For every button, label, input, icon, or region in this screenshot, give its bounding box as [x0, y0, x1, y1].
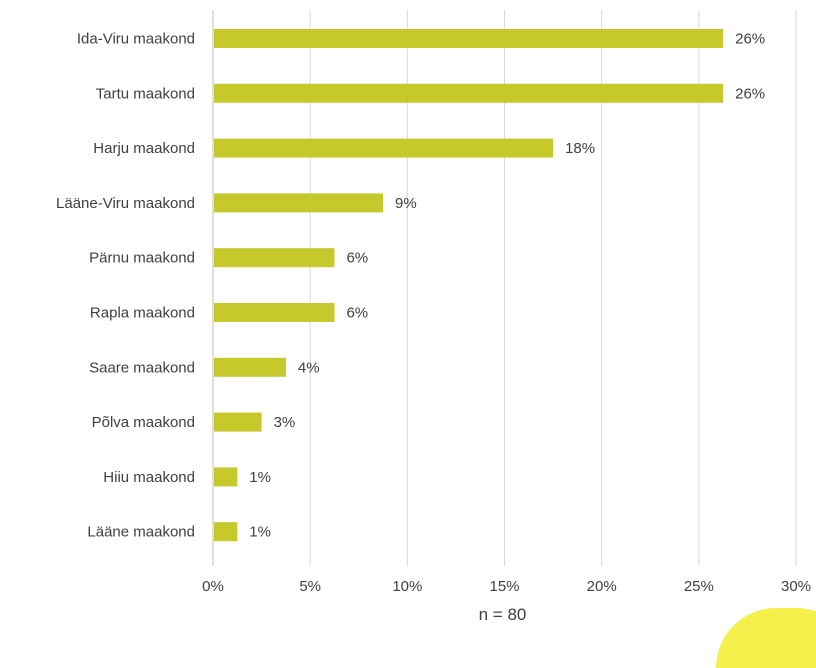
category-label-1: Tartu maakond	[96, 85, 195, 102]
x-tick-label-1: 5%	[299, 578, 321, 595]
bar-8	[214, 467, 238, 487]
data-label-5: 6%	[346, 305, 368, 322]
bar-1	[214, 83, 724, 103]
data-label-8: 1%	[249, 469, 271, 486]
category-label-5: Rapla maakond	[90, 305, 195, 322]
x-tick-label-2: 10%	[392, 578, 422, 595]
data-label-4: 6%	[346, 250, 368, 267]
category-label-7: Põlva maakond	[92, 414, 195, 431]
bar-2	[214, 138, 554, 158]
x-axis-label: n = 80	[479, 605, 527, 624]
x-tick-label-3: 15%	[489, 578, 519, 595]
bar-3	[214, 193, 384, 213]
bar-chart: Ida-Viru maakond Tartu maakond Harju maako…	[56, 10, 811, 624]
bar-4	[214, 248, 335, 268]
bar-6	[214, 357, 286, 377]
data-label-2: 18%	[565, 140, 595, 157]
category-labels: Ida-Viru maakond Tartu maakond Harju maako…	[56, 31, 195, 541]
data-label-7: 3%	[274, 414, 296, 431]
category-label-3: Lääne-Viru maakond	[56, 195, 195, 212]
category-label-4: Pärnu maakond	[89, 250, 195, 267]
category-label-2: Harju maakond	[93, 140, 195, 157]
bar-0	[214, 29, 724, 48]
bar-7	[214, 412, 262, 432]
x-tick-label-0: 0%	[202, 578, 224, 595]
category-label-0: Ida-Viru maakond	[77, 31, 195, 48]
x-tick-labels: 0% 5% 10% 15% 20% 25% 30%	[202, 578, 811, 595]
data-label-6: 4%	[298, 359, 320, 376]
category-label-8: Hiiu maakond	[103, 469, 195, 486]
data-label-1: 26%	[735, 85, 765, 102]
data-label-3: 9%	[395, 195, 417, 212]
bar-9	[214, 522, 238, 542]
bar-5	[214, 303, 335, 322]
data-label-9: 1%	[249, 524, 271, 541]
category-label-9: Lääne maakond	[87, 524, 195, 541]
data-label-0: 26%	[735, 31, 765, 48]
x-tick-label-5: 25%	[684, 578, 714, 595]
bars	[214, 29, 724, 542]
data-labels: 26% 26% 18% 9% 6% 6% 4% 3% 1% 1%	[249, 31, 765, 541]
category-label-6: Saare maakond	[89, 359, 195, 376]
x-tick-label-4: 20%	[587, 578, 617, 595]
x-tick-label-6: 30%	[781, 578, 811, 595]
